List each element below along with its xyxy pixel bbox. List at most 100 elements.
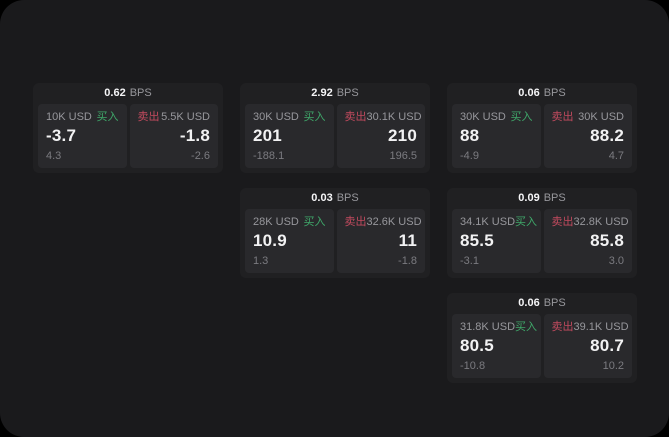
card-header: 0.03 BPS [245, 188, 425, 209]
sell-sub-value: -2.6 [191, 149, 210, 162]
buy-side-label: 买入 [515, 216, 538, 228]
price-panels: 10K USD 买入 -3.7 4.3 卖出 5.5K USD -1.8 -2.… [38, 104, 218, 168]
price-panels: 34.1K USD 买入 85.5 -3.1 卖出 32.8K USD 85.8… [452, 209, 632, 273]
sell-sub-value: -1.8 [398, 254, 417, 267]
buy-side-label: 买入 [303, 111, 326, 123]
buy-panel-top: 31.8K USD 买入 [460, 321, 537, 333]
buy-size: 28K USD [253, 216, 299, 228]
buy-panel-top: 34.1K USD 买入 [460, 216, 537, 228]
sell-price: -1.8 [179, 126, 210, 146]
buy-side-label: 买入 [510, 111, 533, 123]
buy-price: 88 [460, 126, 480, 146]
sell-panel[interactable]: 卖出 5.5K USD -1.8 -2.6 [129, 104, 218, 168]
buy-price: 85.5 [460, 231, 494, 251]
bps-value: 0.62 [104, 87, 126, 99]
bps-unit-label: BPS [129, 87, 152, 99]
buy-panel[interactable]: 34.1K USD 买入 85.5 -3.1 [452, 209, 541, 273]
buy-side-label: 买入 [96, 111, 119, 123]
buy-size: 31.8K USD [460, 321, 516, 333]
buy-panel-top: 30K USD 买入 [460, 111, 533, 123]
sell-sub-value: 4.7 [608, 149, 624, 162]
sell-price: 80.7 [590, 336, 624, 356]
bps-unit-label: BPS [336, 192, 359, 204]
bps-unit-label: BPS [336, 87, 359, 99]
card-header: 0.09 BPS [452, 188, 632, 209]
sell-panel[interactable]: 卖出 39.1K USD 80.7 10.2 [543, 314, 632, 378]
sell-side-label: 卖出 [551, 111, 574, 123]
bps-value: 0.03 [311, 192, 333, 204]
buy-size: 10K USD [46, 111, 92, 123]
buy-panel[interactable]: 30K USD 买入 201 -188.1 [245, 104, 334, 168]
card-header: 2.92 BPS [245, 83, 425, 104]
quote-grid: 0.62 BPS 10K USD 买入 -3.7 4.3 卖出 5.5K USD… [33, 83, 637, 383]
buy-panel[interactable]: 30K USD 买入 88 -4.9 [452, 104, 541, 168]
quote-card: 0.09 BPS 34.1K USD 买入 85.5 -3.1 卖出 32.8K… [447, 188, 637, 278]
price-panels: 30K USD 买入 201 -188.1 卖出 30.1K USD 210 1… [245, 104, 425, 168]
bps-value: 0.06 [518, 87, 540, 99]
sell-size: 30.1K USD [366, 111, 422, 123]
buy-sub-value: 4.3 [46, 149, 62, 162]
buy-size: 30K USD [253, 111, 299, 123]
buy-size: 34.1K USD [460, 216, 516, 228]
sell-panel[interactable]: 卖出 32.6K USD 11 -1.8 [336, 209, 425, 273]
price-panels: 30K USD 买入 88 -4.9 卖出 30K USD 88.2 4.7 [452, 104, 632, 168]
sell-price: 88.2 [590, 126, 624, 146]
buy-panel[interactable]: 28K USD 买入 10.9 1.3 [245, 209, 334, 273]
sell-sub-value: 3.0 [608, 254, 624, 267]
sell-size: 5.5K USD [161, 111, 210, 123]
sell-price: 85.8 [590, 231, 624, 251]
buy-panel[interactable]: 31.8K USD 买入 80.5 -10.8 [452, 314, 541, 378]
quote-card: 0.06 BPS 30K USD 买入 88 -4.9 卖出 30K USD 8… [447, 83, 637, 173]
buy-panel-top: 28K USD 买入 [253, 216, 326, 228]
sell-side-label: 卖出 [344, 111, 367, 123]
sell-size: 30K USD [578, 111, 624, 123]
card-header: 0.06 BPS [452, 293, 632, 314]
buy-sub-value: -3.1 [460, 254, 479, 267]
sell-size: 39.1K USD [573, 321, 629, 333]
sell-sub-value: 10.2 [602, 359, 624, 372]
buy-sub-value: -10.8 [460, 359, 486, 372]
card-header: 0.62 BPS [38, 83, 218, 104]
sell-side-label: 卖出 [551, 321, 574, 333]
buy-price: 80.5 [460, 336, 494, 356]
buy-sub-value: 1.3 [253, 254, 269, 267]
bps-unit-label: BPS [543, 192, 566, 204]
buy-panel[interactable]: 10K USD 买入 -3.7 4.3 [38, 104, 127, 168]
bps-value: 2.92 [311, 87, 333, 99]
bps-value: 0.09 [518, 192, 540, 204]
sell-side-label: 卖出 [137, 111, 160, 123]
sell-panel-top: 卖出 5.5K USD [138, 111, 211, 123]
bps-unit-label: BPS [543, 87, 566, 99]
sell-panel[interactable]: 卖出 32.8K USD 85.8 3.0 [543, 209, 632, 273]
price-panels: 28K USD 买入 10.9 1.3 卖出 32.6K USD 11 -1.8 [245, 209, 425, 273]
quote-card: 0.06 BPS 31.8K USD 买入 80.5 -10.8 卖出 39.1… [447, 293, 637, 383]
buy-size: 30K USD [460, 111, 506, 123]
sell-side-label: 卖出 [551, 216, 574, 228]
card-header: 0.06 BPS [452, 83, 632, 104]
sell-panel-top: 卖出 39.1K USD [551, 321, 629, 333]
buy-side-label: 买入 [303, 216, 326, 228]
buy-sub-value: -4.9 [460, 149, 479, 162]
sell-panel-top: 卖出 30K USD [552, 111, 625, 123]
sell-panel-top: 卖出 32.6K USD [344, 216, 422, 228]
buy-price: -3.7 [46, 126, 77, 146]
price-panels: 31.8K USD 买入 80.5 -10.8 卖出 39.1K USD 80.… [452, 314, 632, 378]
sell-size: 32.8K USD [573, 216, 629, 228]
sell-side-label: 卖出 [344, 216, 367, 228]
sell-price: 210 [388, 126, 417, 146]
sell-panel-top: 卖出 30.1K USD [344, 111, 422, 123]
quote-card: 2.92 BPS 30K USD 买入 201 -188.1 卖出 30.1K … [240, 83, 430, 173]
quote-card: 0.03 BPS 28K USD 买入 10.9 1.3 卖出 32.6K US… [240, 188, 430, 278]
sell-panel[interactable]: 卖出 30.1K USD 210 196.5 [336, 104, 425, 168]
buy-price: 201 [253, 126, 282, 146]
buy-price: 10.9 [253, 231, 287, 251]
sell-panel[interactable]: 卖出 30K USD 88.2 4.7 [543, 104, 632, 168]
quote-card: 0.62 BPS 10K USD 买入 -3.7 4.3 卖出 5.5K USD… [33, 83, 223, 173]
buy-panel-top: 10K USD 买入 [46, 111, 119, 123]
bps-value: 0.06 [518, 297, 540, 309]
buy-sub-value: -188.1 [253, 149, 285, 162]
sell-size: 32.6K USD [366, 216, 422, 228]
buy-panel-top: 30K USD 买入 [253, 111, 326, 123]
bps-unit-label: BPS [543, 297, 566, 309]
